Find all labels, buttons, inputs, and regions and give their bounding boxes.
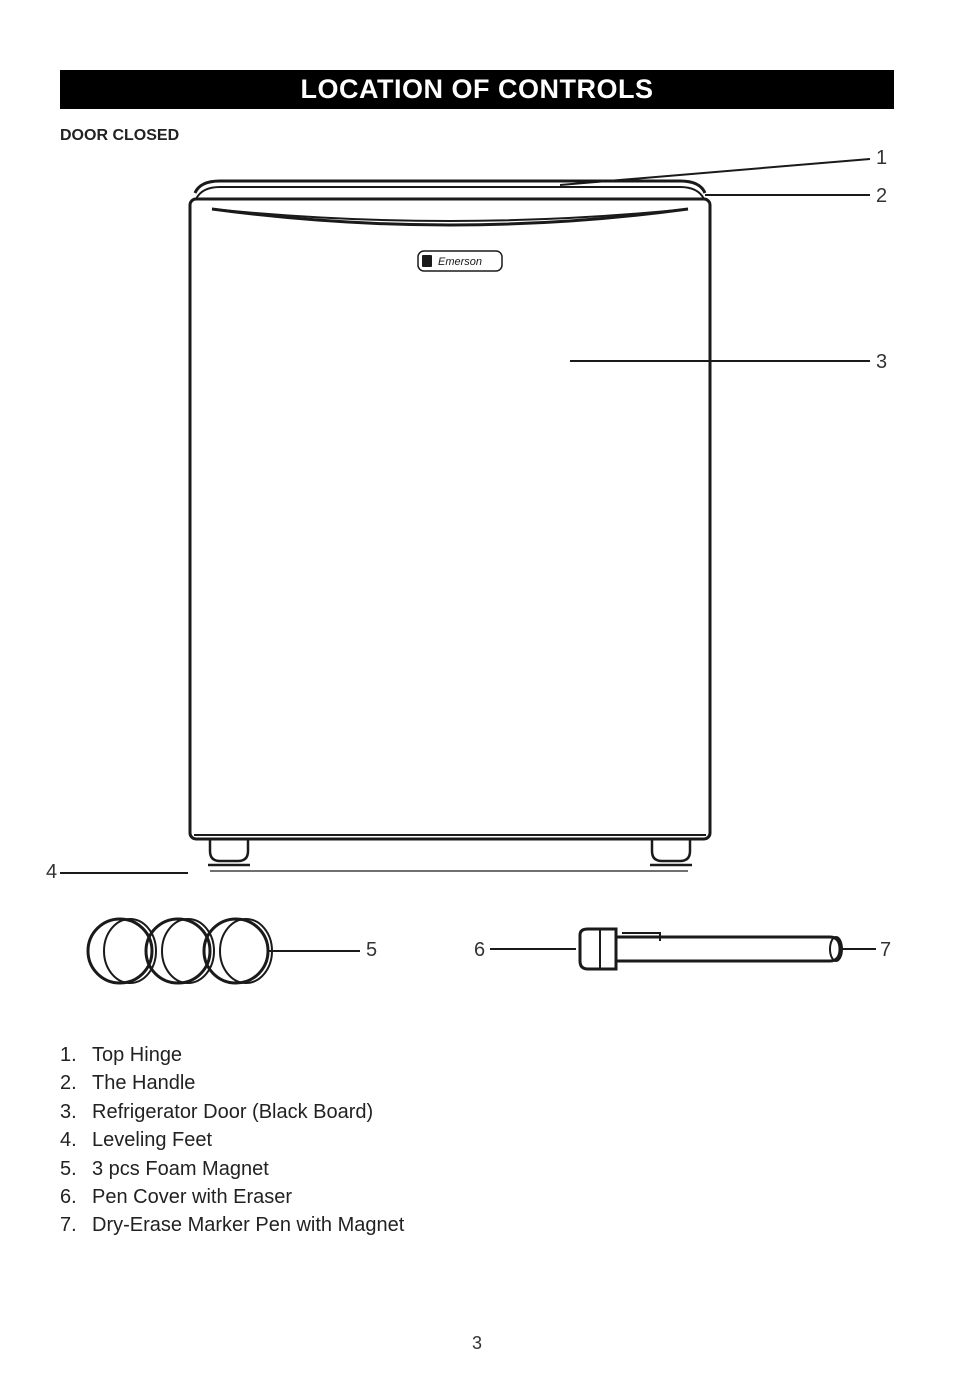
callout-6: 6: [474, 939, 485, 962]
legend-item: 7.Dry-Erase Marker Pen with Magnet: [60, 1211, 894, 1239]
legend-item-number: 6.: [60, 1183, 92, 1211]
subheading-door-closed: DOOR CLOSED: [60, 127, 894, 145]
callout-7: 7: [880, 939, 891, 962]
section-title: LOCATION OF CONTROLS: [60, 70, 894, 109]
legend-item-number: 7.: [60, 1211, 92, 1239]
brand-badge: Emerson: [438, 256, 482, 268]
page-number: 3: [0, 1333, 954, 1354]
callout-3: 3: [876, 351, 887, 374]
legend-item-text: Leveling Feet: [92, 1126, 212, 1154]
callout-4: 4: [46, 861, 57, 884]
legend-item-number: 2.: [60, 1069, 92, 1097]
legend-item-text: The Handle: [92, 1069, 195, 1097]
legend-item-text: Dry-Erase Marker Pen with Magnet: [92, 1211, 404, 1239]
legend-item: 5.3 pcs Foam Magnet: [60, 1155, 894, 1183]
legend-item-text: 3 pcs Foam Magnet: [92, 1155, 269, 1183]
callout-2: 2: [876, 185, 887, 208]
legend-item: 1.Top Hinge: [60, 1041, 894, 1069]
callout-5: 5: [366, 939, 377, 962]
legend-item-text: Pen Cover with Eraser: [92, 1183, 292, 1211]
legend-item: 6.Pen Cover with Eraser: [60, 1183, 894, 1211]
legend-item: 4.Leveling Feet: [60, 1126, 894, 1154]
legend-item-number: 4.: [60, 1126, 92, 1154]
legend-item-number: 1.: [60, 1041, 92, 1069]
legend-item-text: Refrigerator Door (Black Board): [92, 1098, 373, 1126]
legend-item-number: 3.: [60, 1098, 92, 1126]
legend-item: 2.The Handle: [60, 1069, 894, 1097]
legend-list: 1.Top Hinge2.The Handle3.Refrigerator Do…: [60, 1041, 894, 1240]
legend-item-text: Top Hinge: [92, 1041, 182, 1069]
legend-item: 3.Refrigerator Door (Black Board): [60, 1098, 894, 1126]
controls-diagram: Emerson: [60, 151, 894, 1021]
legend-item-number: 5.: [60, 1155, 92, 1183]
callout-1: 1: [876, 147, 887, 170]
